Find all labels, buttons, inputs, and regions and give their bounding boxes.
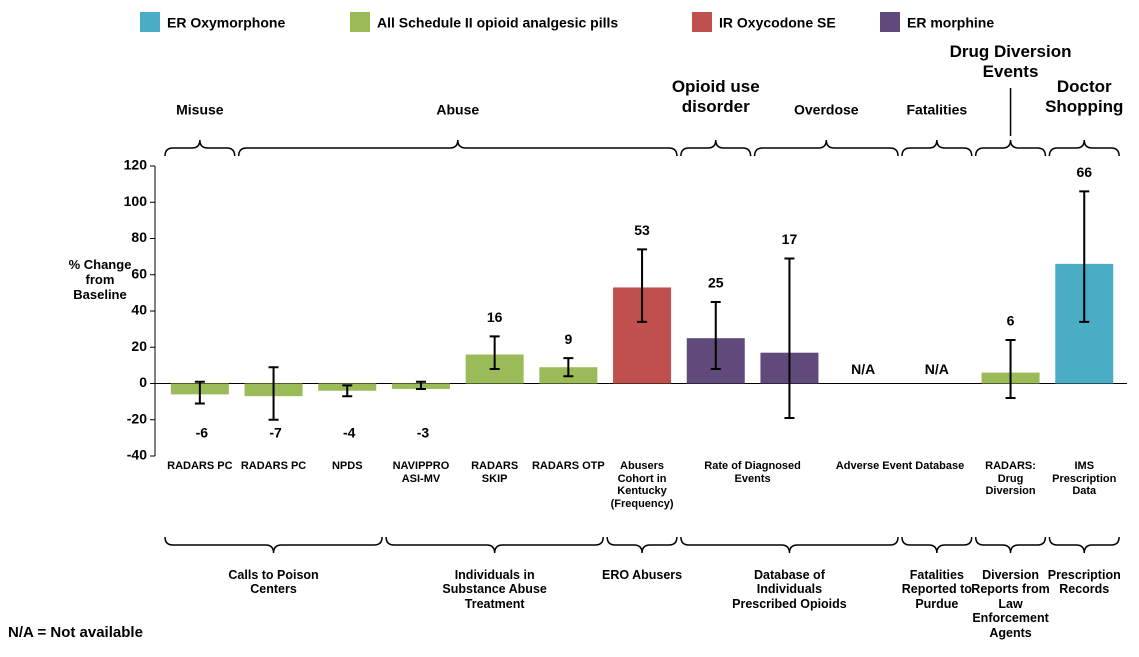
data-label: -3 (417, 425, 430, 441)
x-tick-label: RADARS SKIP (471, 460, 519, 485)
data-label: N/A (925, 361, 949, 377)
error-bar (194, 380, 205, 405)
error-bar (268, 366, 279, 421)
data-label: -4 (343, 425, 356, 441)
legend-label: ER Oxymorphone (167, 15, 285, 31)
bottom-brace (164, 536, 383, 554)
bottom-group-label: Database of Individuals Prescribed Opioi… (732, 568, 847, 611)
bottom-group-label: Calls to Poison Centers (228, 568, 319, 597)
legend-swatch (880, 12, 900, 32)
y-tick-label: 100 (124, 193, 148, 209)
bottom-group-label: Individuals in Substance Abuse Treatment (442, 568, 547, 611)
y-tick-label: 120 (124, 157, 148, 173)
x-tick-label: NPDS (331, 460, 363, 472)
bottom-brace (901, 536, 973, 554)
top-brace (974, 139, 1047, 157)
y-axis-title: % Change from Baseline (68, 257, 132, 302)
error-bar (1005, 339, 1016, 399)
data-label: -7 (269, 425, 282, 441)
x-tick-label: Rate of Diagnosed Events (704, 460, 801, 485)
data-label: 16 (487, 309, 503, 325)
top-group-label: Misuse (176, 102, 224, 118)
y-tick-label: 80 (131, 229, 147, 245)
y-tick-label: 0 (139, 374, 147, 390)
y-tick-label: -40 (127, 447, 147, 463)
x-tick-label: RADARS PC (240, 460, 307, 472)
data-label: -6 (196, 425, 209, 441)
bottom-group-label: Prescription Records (1047, 568, 1121, 597)
legend-swatch (140, 12, 160, 32)
top-group-label: Drug Diversion Events (949, 42, 1072, 81)
y-tick-label: 40 (131, 302, 147, 318)
x-tick-label: NAVIPPRO ASI-MV (392, 460, 450, 485)
top-brace (1048, 139, 1120, 157)
top-group-label: Fatalities (906, 102, 967, 118)
legend-label: IR Oxycodone SE (719, 15, 836, 31)
error-bar (710, 300, 721, 370)
data-label: 25 (708, 275, 724, 291)
error-bar (637, 248, 648, 323)
bottom-group-label: Diversion Reports from Law Enforcement A… (971, 568, 1050, 640)
top-group-label: Doctor Shopping (1045, 77, 1124, 116)
error-bar (1079, 190, 1090, 323)
data-label: N/A (851, 361, 875, 377)
bottom-group-label: Fatalities Reported to Purdue (901, 568, 972, 611)
error-bar (415, 380, 426, 390)
x-tick-label: IMS Prescription Data (1052, 460, 1117, 498)
error-bar (784, 257, 795, 419)
data-label: 53 (634, 222, 650, 238)
top-group-label: Opioid use disorder (671, 77, 760, 116)
error-bar (563, 357, 574, 378)
bottom-brace (974, 536, 1047, 554)
footnote: N/A = Not available (8, 624, 143, 641)
x-tick-label: RADARS OTP (531, 460, 605, 472)
y-tick-label: -20 (127, 410, 147, 426)
top-brace (753, 139, 899, 157)
data-label: 66 (1076, 164, 1092, 180)
x-tick-label: Adverse Event Database (835, 460, 965, 472)
legend-swatch (692, 12, 712, 32)
bottom-brace (680, 536, 899, 554)
y-tick-label: 20 (131, 338, 147, 354)
x-tick-label: RADARS: Drug Diversion (985, 460, 1036, 498)
error-bar (489, 335, 500, 370)
top-brace (237, 139, 678, 157)
top-brace (680, 139, 752, 157)
bottom-group-label: ERO Abusers (601, 568, 683, 582)
top-group-label: Abuse (436, 102, 479, 118)
bottom-brace (1048, 536, 1120, 554)
legend-label: ER morphine (907, 15, 994, 31)
bottom-brace (606, 536, 678, 554)
top-group-label: Overdose (794, 102, 859, 118)
x-tick-label: RADARS PC (167, 460, 233, 472)
data-label: 17 (782, 231, 798, 247)
data-label: 9 (564, 331, 572, 347)
top-brace (901, 139, 973, 157)
x-tick-label: Abusers Cohort in Kentucky (Frequency) (610, 460, 674, 510)
bottom-brace (385, 536, 604, 554)
top-brace (164, 139, 236, 157)
data-label: 6 (1007, 313, 1015, 329)
legend-swatch (350, 12, 370, 32)
y-tick-label: 60 (131, 265, 147, 281)
error-bar (342, 384, 353, 398)
legend-label: All Schedule II opioid analgesic pills (377, 15, 618, 31)
